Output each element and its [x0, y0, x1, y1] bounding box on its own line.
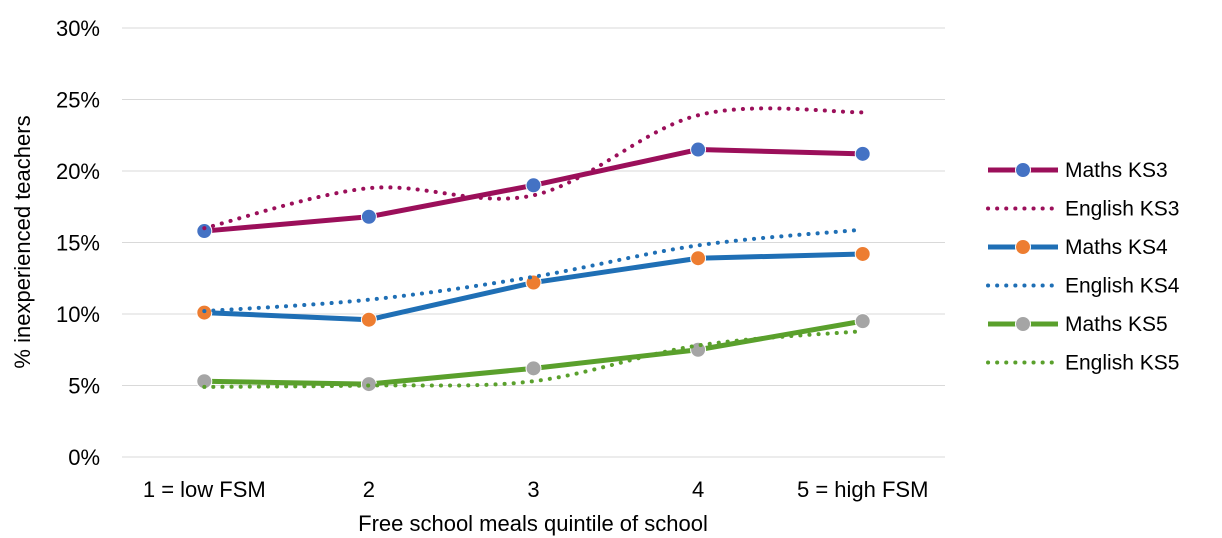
data-point [360, 208, 377, 225]
y-tick-label: 20% [56, 159, 100, 184]
legend: Maths KS3 English KS3 Maths KS4 English KS4… [986, 159, 1180, 375]
y-tick-label: 15% [56, 231, 100, 256]
x-tick-labels: 1 = low FSM 2 3 4 5 = high FSM [143, 477, 929, 502]
y-tick-label: 30% [56, 16, 100, 41]
x-tick-label: 3 [527, 477, 539, 502]
legend-label: Maths KS5 [1065, 313, 1168, 336]
legend-marker [1015, 316, 1031, 332]
series-line [202, 106, 865, 231]
data-point [854, 313, 871, 330]
legend-marker [1015, 162, 1031, 178]
y-tick-label: 0% [68, 445, 100, 470]
data-point [690, 141, 707, 158]
data-point [854, 145, 871, 162]
series-line [202, 227, 865, 314]
legend-marker [1015, 239, 1031, 255]
series-lines [196, 106, 871, 393]
y-tick-label: 5% [68, 374, 100, 399]
y-axis-title: % inexperienced teachers [10, 115, 35, 368]
data-point [690, 341, 707, 358]
y-tick-label: 25% [56, 88, 100, 113]
data-point [360, 311, 377, 328]
legend-label: English KS5 [1065, 352, 1179, 375]
x-axis-title: Free school meals quintile of school [358, 511, 708, 536]
legend-label: English KS3 [1065, 198, 1179, 221]
x-tick-label: 4 [692, 477, 704, 502]
y-tick-label: 10% [56, 302, 100, 327]
data-point [196, 223, 213, 240]
legend-label: Maths KS4 [1065, 236, 1168, 259]
legend-label: English KS4 [1065, 275, 1180, 298]
data-point [854, 245, 871, 262]
x-tick-label: 5 = high FSM [797, 477, 928, 502]
data-point [525, 360, 542, 377]
legend-label: Maths KS3 [1065, 159, 1168, 182]
gridlines [122, 27, 945, 458]
x-tick-label: 1 = low FSM [143, 477, 266, 502]
series-line [202, 329, 865, 389]
y-tick-labels: 0% 5% 10% 15% 20% 25% 30% [56, 16, 100, 470]
x-tick-label: 2 [363, 477, 375, 502]
data-point [690, 250, 707, 267]
data-point [525, 177, 542, 194]
